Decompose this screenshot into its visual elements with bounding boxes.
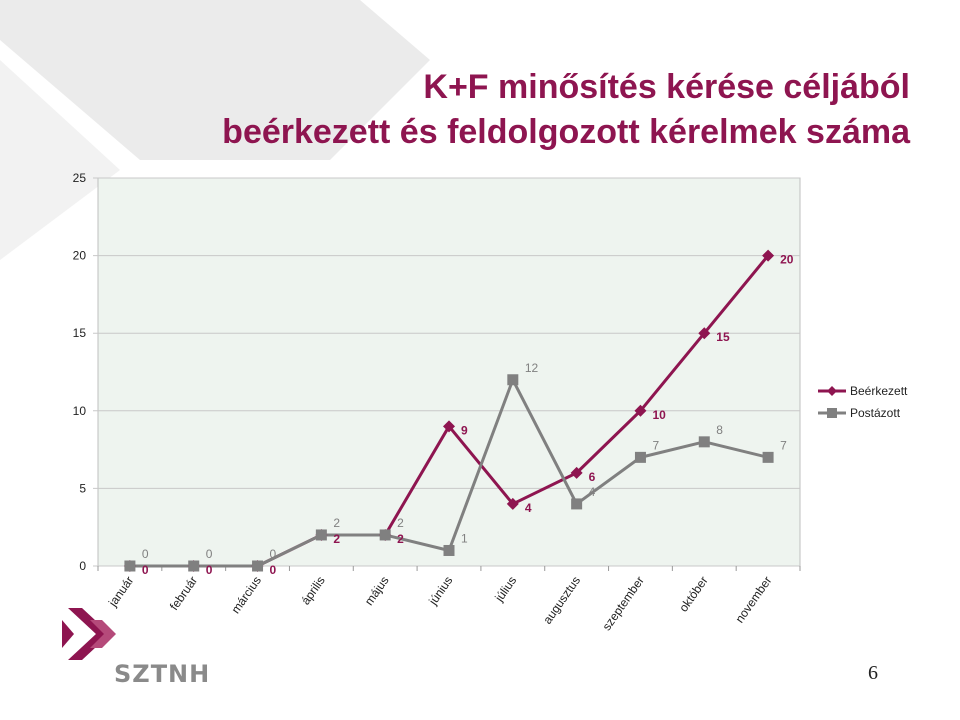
- data-point-marker: [762, 451, 774, 463]
- y-tick-label: 15: [73, 326, 87, 340]
- data-label: 0: [206, 563, 213, 577]
- y-tick-label: 25: [73, 171, 87, 185]
- grid-lines: [93, 177, 801, 571]
- data-point-marker: [252, 560, 264, 572]
- legend-marker: [827, 386, 837, 396]
- legend-label: Postázott: [850, 406, 901, 420]
- x-tick-label: május: [362, 574, 392, 608]
- data-label: 8: [716, 423, 723, 437]
- background-chevron-shape: [0, 0, 430, 160]
- data-label: 7: [652, 438, 659, 452]
- data-point-marker: [570, 466, 583, 479]
- data-label: 1: [461, 531, 468, 545]
- logo-text: SZTNH: [114, 660, 211, 688]
- data-point-marker: [507, 374, 519, 386]
- y-tick-label: 20: [73, 249, 87, 263]
- data-label: 2: [333, 516, 340, 530]
- slide-title-line-1: K+F minősítés kérése céljából: [423, 68, 910, 106]
- x-tick-label: július: [492, 574, 520, 605]
- x-tick-label: június: [425, 574, 455, 609]
- y-axis-tick-labels: 0 5 10 15 20 25: [73, 171, 87, 573]
- series-markers: [123, 249, 775, 572]
- x-axis-tick-labels: január február március április május június jú…: [105, 574, 774, 633]
- data-label: 0: [142, 563, 149, 577]
- data-point-marker: [315, 529, 327, 541]
- x-tick-label: november: [732, 574, 774, 626]
- page-number: 6: [868, 662, 878, 684]
- data-point-marker: [506, 497, 519, 510]
- data-label: 9: [461, 423, 468, 437]
- data-point-marker: [634, 404, 647, 417]
- data-label: 7: [780, 438, 787, 452]
- y-tick-label: 5: [79, 481, 86, 495]
- slide-title-line-2: beérkezett és feldolgozott kérelmek szám…: [222, 113, 910, 151]
- data-label: 4: [525, 501, 532, 515]
- x-tick-label: szeptember: [599, 574, 646, 633]
- legend-marker: [827, 408, 837, 418]
- x-tick-label: október: [676, 574, 710, 615]
- data-label: 6: [589, 470, 596, 484]
- data-point-marker: [698, 436, 710, 448]
- data-point-marker: [762, 249, 775, 262]
- data-point-marker: [188, 560, 200, 572]
- y-tick-label: 0: [79, 559, 86, 573]
- y-tick-label: 10: [73, 404, 87, 418]
- data-label: 15: [716, 330, 730, 344]
- x-tick-label: március: [228, 574, 264, 616]
- data-point-marker: [124, 560, 136, 572]
- x-tick-label: április: [298, 574, 327, 608]
- data-label: 12: [525, 361, 539, 375]
- plot-area: [97, 177, 801, 567]
- data-label: 0: [270, 563, 277, 577]
- x-tick-label: augusztus: [540, 574, 583, 627]
- data-label: 2: [397, 532, 404, 546]
- data-point-marker: [443, 544, 455, 556]
- x-tick-label: február: [167, 574, 200, 613]
- data-label: 0: [206, 547, 213, 561]
- data-label: 4: [589, 485, 596, 499]
- data-point-marker: [443, 420, 455, 433]
- data-label: 0: [142, 547, 149, 561]
- data-point-marker: [634, 451, 646, 463]
- data-label: 2: [397, 516, 404, 530]
- data-label: 10: [652, 408, 666, 422]
- data-point-marker: [379, 529, 391, 541]
- sztnh-logo-icon: [62, 608, 116, 660]
- chart-legend: Beérkezett Postázott: [818, 384, 908, 420]
- legend-label: Beérkezett: [850, 384, 908, 398]
- data-label: 20: [780, 253, 794, 267]
- data-label: 0: [270, 547, 277, 561]
- background-chevron-shape: [0, 60, 120, 260]
- data-label: 2: [333, 532, 340, 546]
- data-point-marker: [698, 327, 711, 340]
- data-point-marker: [571, 498, 583, 510]
